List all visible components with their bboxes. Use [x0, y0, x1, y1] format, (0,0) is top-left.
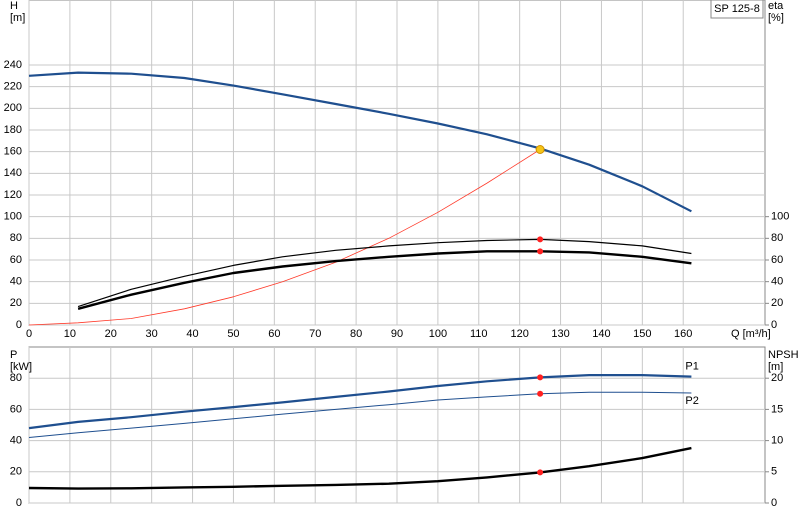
series-label: P2 [685, 395, 698, 407]
y2-axis-label: [%] [768, 12, 784, 24]
y-tick-label: 60 [10, 254, 22, 266]
y-tick-label: 140 [4, 167, 22, 179]
series-line [28, 446, 692, 490]
y2-tick-label: 20 [771, 372, 783, 384]
y2-tick-label: 0 [771, 319, 777, 331]
series-line [28, 71, 692, 213]
y-axis-label: [m] [10, 12, 25, 24]
y-tick-label: 100 [4, 211, 22, 223]
y-tick-label: 40 [10, 435, 22, 447]
x-tick-label: 20 [105, 328, 117, 340]
series-label: P1 [685, 361, 698, 373]
y-tick-label: 80 [10, 232, 22, 244]
x-tick-label: 60 [268, 328, 280, 340]
y-tick-label: 20 [10, 297, 22, 309]
x-tick-label: 160 [674, 328, 692, 340]
x-tick-label: 50 [227, 328, 239, 340]
y-tick-label: 0 [16, 319, 22, 331]
x-tick-label: 150 [633, 328, 651, 340]
y-tick-label: 20 [10, 466, 22, 478]
operating-point [537, 236, 544, 243]
y2-axis-label: [m] [768, 361, 783, 373]
x-tick-label: 140 [592, 328, 610, 340]
y-tick-label: 60 [10, 403, 22, 415]
x-tick-label: 30 [146, 328, 158, 340]
x-axis-label: Q [m³/h] [731, 328, 771, 340]
x-tick-label: 130 [551, 328, 569, 340]
chart-title: SP 125-8 [714, 3, 760, 15]
y-axis-label: H [10, 0, 18, 12]
y-tick-label: 80 [10, 372, 22, 384]
y-tick-label: 220 [4, 81, 22, 93]
x-tick-label: 0 [26, 328, 32, 340]
x-tick-label: 10 [64, 328, 76, 340]
y-tick-label: 160 [4, 146, 22, 158]
y2-tick-label: 80 [771, 232, 783, 244]
y2-tick-label: 10 [771, 435, 783, 447]
y-tick-label: 0 [16, 497, 22, 509]
title-box [710, 0, 764, 19]
series-line [28, 374, 692, 430]
operating-point [537, 248, 544, 255]
x-tick-label: 120 [510, 328, 528, 340]
series-line [77, 250, 692, 310]
series-line [77, 238, 692, 308]
y2-tick-label: 5 [771, 466, 777, 478]
y2-tick-label: 60 [771, 254, 783, 266]
y2-axis-label: eta [768, 0, 784, 12]
y2-tick-label: 0 [771, 497, 777, 509]
series-line [28, 149, 541, 326]
operating-point [537, 374, 544, 381]
y-axis-label: [kW] [10, 361, 32, 373]
x-tick-label: 40 [186, 328, 198, 340]
y2-tick-label: 15 [771, 403, 783, 415]
y2-tick-label: 40 [771, 276, 783, 288]
y-tick-label: 180 [4, 124, 22, 136]
x-tick-label: 110 [470, 328, 488, 340]
y-tick-label: 40 [10, 276, 22, 288]
series-line [28, 391, 692, 438]
y2-axis-label: NPSH [768, 349, 799, 361]
operating-point [537, 390, 544, 397]
y-axis-label: P [10, 349, 17, 361]
x-tick-label: 90 [391, 328, 403, 340]
y-tick-label: 120 [4, 189, 22, 201]
x-tick-label: 70 [309, 328, 321, 340]
x-tick-label: 100 [429, 328, 447, 340]
x-tick-label: 80 [350, 328, 362, 340]
operating-point [537, 469, 544, 476]
operating-point [535, 145, 545, 154]
y-tick-label: 240 [4, 59, 22, 71]
y2-tick-label: 100 [771, 211, 789, 223]
y2-tick-label: 20 [771, 297, 783, 309]
y-tick-label: 200 [4, 102, 22, 114]
